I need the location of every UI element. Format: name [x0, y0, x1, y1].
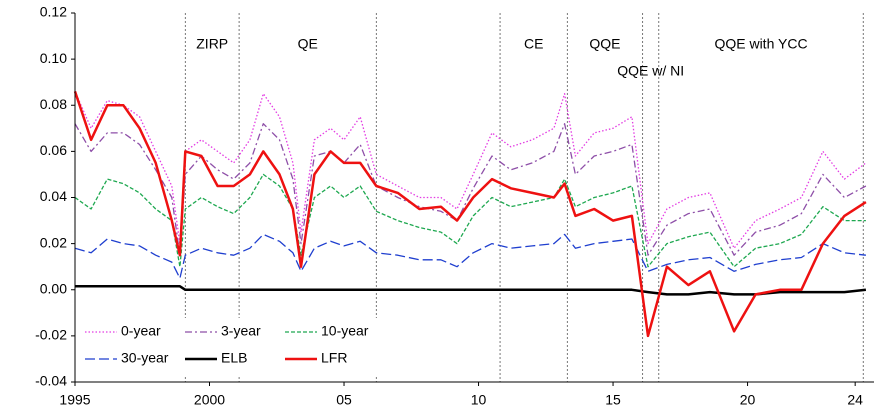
regime-label: QQE — [589, 36, 620, 52]
y-tick-label: 0.06 — [40, 142, 67, 158]
legend-label: 0-year — [121, 323, 161, 339]
legend-label: LFR — [321, 350, 347, 366]
legend-box — [81, 318, 381, 376]
y-tick-label: -0.04 — [35, 373, 67, 389]
y-tick-label: 0.12 — [40, 4, 67, 20]
legend-label: 30-year — [121, 350, 169, 366]
series-line — [74, 123, 867, 256]
y-tick-label: 0.04 — [40, 188, 67, 204]
regime-label: QQE w/ NI — [617, 63, 684, 79]
regime-label: ZIRP — [196, 36, 228, 52]
legend-label: 10-year — [321, 323, 369, 339]
y-tick-label: 0.00 — [40, 280, 67, 296]
regime-label: QE — [298, 36, 318, 52]
series-line — [74, 233, 866, 279]
regime-label: QQE with YCC — [714, 36, 807, 52]
x-tick-label: 15 — [605, 392, 621, 408]
y-tick-label: 0.02 — [40, 234, 67, 250]
legend-label: 3-year — [221, 323, 261, 339]
legend-label: ELB — [221, 350, 247, 366]
series-line — [75, 285, 867, 296]
series-line — [74, 91, 867, 249]
x-tick-label: 24 — [847, 392, 863, 408]
x-tick-label: 2000 — [194, 392, 225, 408]
y-tick-label: -0.02 — [35, 327, 67, 343]
x-tick-label: 1995 — [59, 392, 90, 408]
x-tick-label: 20 — [740, 392, 756, 408]
series-line — [74, 173, 866, 268]
y-tick-label: 0.10 — [40, 50, 67, 66]
regime-label: CE — [524, 36, 543, 52]
y-tick-label: 0.08 — [40, 96, 67, 112]
x-tick-label: 05 — [336, 392, 352, 408]
x-tick-label: 10 — [471, 392, 487, 408]
series-line — [73, 91, 867, 338]
